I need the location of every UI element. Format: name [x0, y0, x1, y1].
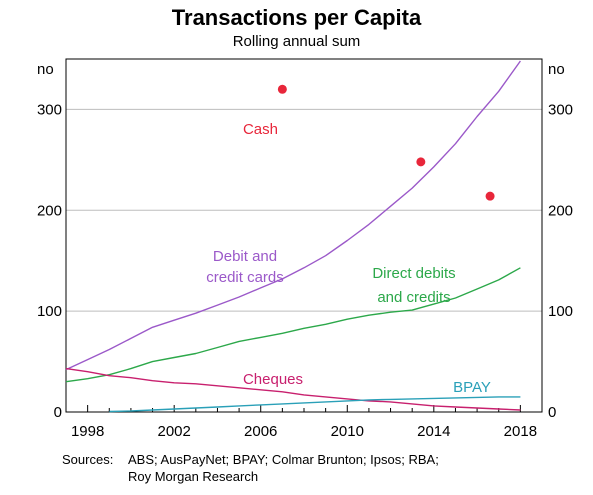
y-tick-label-left: 200: [37, 202, 62, 219]
y-tick-label-right: 0: [548, 404, 556, 421]
bpay-label-line: BPAY: [453, 379, 491, 396]
cash-point: [277, 84, 287, 94]
debit-and-credit-cards-label: Debit and credit cards: [206, 248, 284, 286]
direct-debits-and-credits-label-line: Direct debits: [372, 265, 455, 282]
sources-label: Sources:: [62, 452, 114, 467]
x-tick-label: 2010: [331, 423, 364, 440]
y-tick-label-left: 300: [37, 101, 62, 118]
cash-label: Cash: [243, 121, 278, 138]
cash-point: [416, 157, 426, 167]
y-tick-label-left: 100: [37, 303, 62, 320]
cash-point: [485, 191, 495, 201]
chart-title: Transactions per Capita: [171, 5, 422, 30]
direct-debits-and-credits-label: Direct debits and credits: [372, 265, 455, 306]
debit-and-credit-cards-line: [65, 60, 521, 371]
x-tick-label: 2018: [504, 423, 537, 440]
y-tick-label-right: 200: [548, 202, 573, 219]
debit-and-credit-cards-label-line: Debit and: [213, 248, 277, 265]
direct-debits-and-credits-label-line: and credits: [377, 289, 450, 306]
x-tick-label: 1998: [71, 423, 104, 440]
cheques-label: Cheques: [243, 371, 303, 388]
cheques-line: [65, 367, 521, 411]
x-tick-label: 2002: [157, 423, 190, 440]
sources-line-2: Roy Morgan Research: [128, 469, 259, 484]
sources-line-1: ABS; AusPayNet; BPAY; Colmar Brunton; Ip…: [128, 452, 439, 467]
direct-debits-and-credits-line: [65, 267, 521, 383]
cash-label-line: Cash: [243, 121, 278, 138]
y-tick-label-left: 0: [54, 404, 62, 421]
bpay-line: [109, 396, 521, 413]
cheques-label-line: Cheques: [243, 371, 303, 388]
y-axis-unit-right: no: [548, 61, 565, 78]
plot-frame: [65, 58, 543, 413]
chart-subtitle: Rolling annual sum: [232, 33, 361, 50]
y-tick-label-right: 300: [548, 101, 573, 118]
sources-note: Sources: ABS; AusPayNet; BPAY; Colmar Bru…: [62, 451, 582, 485]
x-tick-label: 2014: [417, 423, 450, 440]
bpay-label: BPAY: [453, 379, 491, 396]
x-tick-label: 2006: [244, 423, 277, 440]
y-tick-label-right: 100: [548, 303, 573, 320]
debit-and-credit-cards-label-line: credit cards: [206, 269, 284, 286]
y-axis-unit-left: no: [37, 61, 54, 78]
